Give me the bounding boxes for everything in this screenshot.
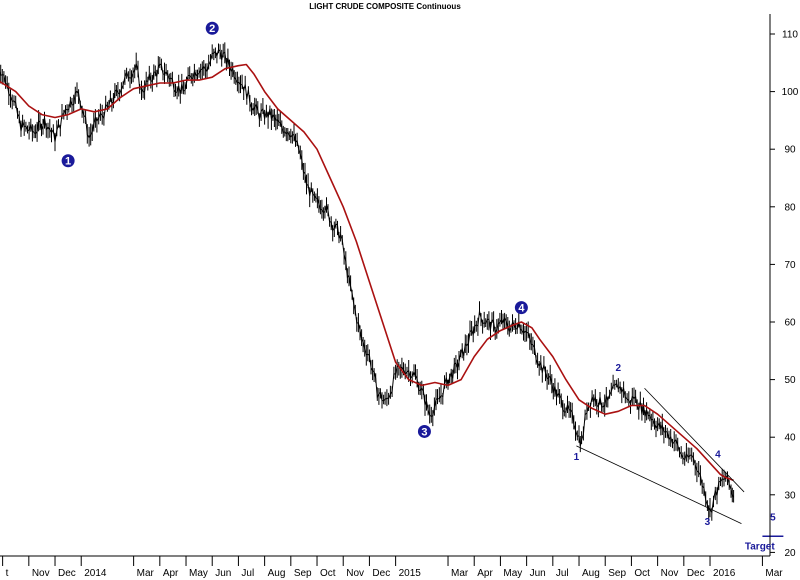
x-tick-label: Nov bbox=[32, 568, 50, 579]
y-tick-label: 100 bbox=[782, 87, 799, 98]
x-tick-label: Nov bbox=[661, 568, 679, 579]
wave-marker-label: 4 bbox=[518, 303, 525, 315]
wave-marker-label: 1 bbox=[65, 156, 71, 168]
wave-marker-circle bbox=[61, 154, 75, 168]
y-tick-label: 20 bbox=[784, 548, 796, 559]
x-tick-label: 2016 bbox=[713, 568, 736, 579]
x-tick-label: May bbox=[189, 568, 208, 579]
wave-count-label: 4 bbox=[715, 449, 721, 460]
x-tick-label: Apr bbox=[163, 568, 179, 579]
wave-marker-circle bbox=[514, 301, 528, 315]
price-line bbox=[0, 48, 735, 514]
trendline bbox=[576, 445, 742, 524]
chart-title: LIGHT CRUDE COMPOSITE Continuous bbox=[309, 2, 461, 11]
price-bars bbox=[0, 42, 735, 521]
y-tick-label: 90 bbox=[784, 145, 796, 156]
moving-average-line bbox=[0, 63, 734, 482]
axes: 20 30 40 50 60 70 80 90 100 110 t Nov Dec 2014 Mar Apr M… bbox=[0, 14, 799, 579]
y-tick-label: 110 bbox=[782, 30, 798, 41]
target-label: Target bbox=[745, 542, 775, 553]
x-tick-label: Apr bbox=[477, 568, 493, 579]
wave-marker-label: 3 bbox=[421, 426, 427, 438]
wave-count-label: 5 bbox=[770, 513, 776, 524]
y-tick-label: 40 bbox=[784, 433, 796, 444]
x-tick-label: Aug bbox=[582, 568, 600, 579]
wave-marker-label: 2 bbox=[209, 23, 215, 35]
x-tick-label: Jun bbox=[530, 568, 546, 579]
x-tick-label: Nov bbox=[346, 568, 364, 579]
x-tick-label: 2015 bbox=[399, 568, 422, 579]
wave-count-label: 3 bbox=[705, 517, 711, 528]
x-tick-label: Oct bbox=[634, 568, 650, 579]
y-tick-label: 30 bbox=[784, 490, 796, 501]
trendline bbox=[644, 387, 745, 493]
x-tick-label: Mar bbox=[765, 568, 783, 579]
wave-marker-circle bbox=[417, 424, 431, 438]
x-tick-label: Mar bbox=[451, 568, 469, 579]
x-tick-label: May bbox=[503, 568, 522, 579]
x-tick-label: Oct bbox=[320, 568, 336, 579]
x-tick-label: Sep bbox=[608, 568, 626, 579]
annotations: 1 2 3 4 1 2 3 4 5 Target bbox=[61, 21, 776, 553]
wave-count-label: 1 bbox=[574, 452, 580, 463]
x-tick-label: Dec bbox=[372, 568, 390, 579]
y-tick-label: 50 bbox=[784, 375, 796, 386]
x-tick-label: Jul bbox=[241, 568, 254, 579]
plot-area bbox=[0, 42, 784, 538]
y-tick-label: 80 bbox=[784, 202, 796, 213]
x-tick-label: Sep bbox=[294, 568, 312, 579]
wave-marker-circle bbox=[205, 21, 219, 35]
x-tick-label: Aug bbox=[268, 568, 286, 579]
x-tick-label: Jun bbox=[215, 568, 231, 579]
y-tick-label: 60 bbox=[784, 318, 796, 329]
x-tick-label: 2014 bbox=[84, 568, 107, 579]
x-tick-label: t bbox=[6, 568, 9, 579]
y-tick-label: 70 bbox=[784, 260, 796, 271]
wave-count-label: 2 bbox=[616, 363, 622, 374]
x-tick-label: Mar bbox=[137, 568, 155, 579]
x-tick-label: Dec bbox=[687, 568, 705, 579]
x-tick-label: Jul bbox=[556, 568, 569, 579]
x-tick-label: Dec bbox=[58, 568, 76, 579]
